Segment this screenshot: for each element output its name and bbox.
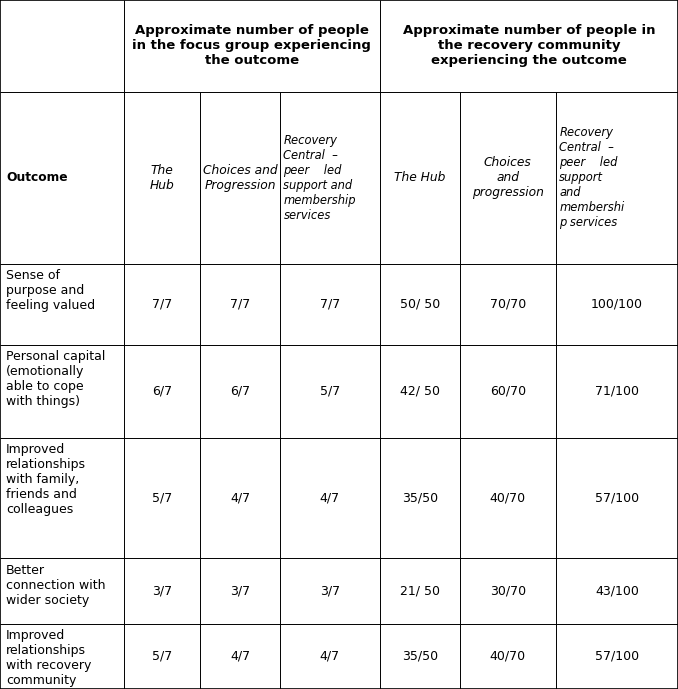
Text: 30/70: 30/70 (490, 584, 526, 597)
Text: Recovery
Central  –
peer    led
support and
membership
services: Recovery Central – peer led support and … (283, 134, 356, 222)
Text: Approximate number of people in
the recovery community
experiencing the outcome: Approximate number of people in the reco… (403, 24, 655, 68)
Text: 50/ 50: 50/ 50 (399, 298, 440, 311)
Text: 7/7: 7/7 (320, 298, 340, 311)
Text: The
Hub: The Hub (150, 164, 174, 192)
Text: Improved
relationships
with recovery
community
member: Improved relationships with recovery com… (6, 629, 92, 689)
Text: The Hub: The Hub (394, 172, 445, 184)
Text: 100/100: 100/100 (591, 298, 643, 311)
Text: 21/ 50: 21/ 50 (400, 584, 439, 597)
Text: 71/100: 71/100 (595, 384, 639, 398)
Text: 4/7: 4/7 (320, 650, 340, 663)
Text: Outcome: Outcome (6, 172, 68, 184)
Text: 5/7: 5/7 (152, 491, 172, 504)
Text: 7/7: 7/7 (152, 298, 172, 311)
Text: Personal capital
(emotionally
able to cope
with things): Personal capital (emotionally able to co… (6, 350, 106, 408)
Text: 60/70: 60/70 (490, 384, 526, 398)
Text: 57/100: 57/100 (595, 491, 639, 504)
Text: 57/100: 57/100 (595, 650, 639, 663)
Text: 4/7: 4/7 (230, 491, 250, 504)
Text: 6/7: 6/7 (152, 384, 172, 398)
Text: 42/ 50: 42/ 50 (400, 384, 439, 398)
Text: 3/7: 3/7 (230, 584, 250, 597)
Text: 35/50: 35/50 (401, 491, 438, 504)
Text: Choices
and
progression: Choices and progression (472, 156, 544, 199)
Text: 5/7: 5/7 (152, 650, 172, 663)
Text: Improved
relationships
with family,
friends and
colleagues: Improved relationships with family, frie… (6, 443, 86, 516)
Text: 35/50: 35/50 (401, 650, 438, 663)
Text: 43/100: 43/100 (595, 584, 639, 597)
Text: 4/7: 4/7 (230, 650, 250, 663)
Text: 70/70: 70/70 (490, 298, 526, 311)
Text: 6/7: 6/7 (230, 384, 250, 398)
Text: 3/7: 3/7 (320, 584, 340, 597)
Text: Sense of
purpose and
feeling valued: Sense of purpose and feeling valued (6, 269, 95, 312)
Text: Approximate number of people
in the focus group experiencing
the outcome: Approximate number of people in the focu… (132, 24, 372, 68)
Text: 3/7: 3/7 (152, 584, 172, 597)
Text: 7/7: 7/7 (230, 298, 250, 311)
Text: 5/7: 5/7 (320, 384, 340, 398)
Text: Better
connection with
wider society: Better connection with wider society (6, 564, 106, 606)
Text: Recovery
Central  –
peer    led
support
and
membershi
p services: Recovery Central – peer led support and … (559, 126, 624, 229)
Text: 4/7: 4/7 (320, 491, 340, 504)
Text: 40/70: 40/70 (490, 491, 526, 504)
Text: Choices and
Progression: Choices and Progression (203, 164, 277, 192)
Text: 40/70: 40/70 (490, 650, 526, 663)
